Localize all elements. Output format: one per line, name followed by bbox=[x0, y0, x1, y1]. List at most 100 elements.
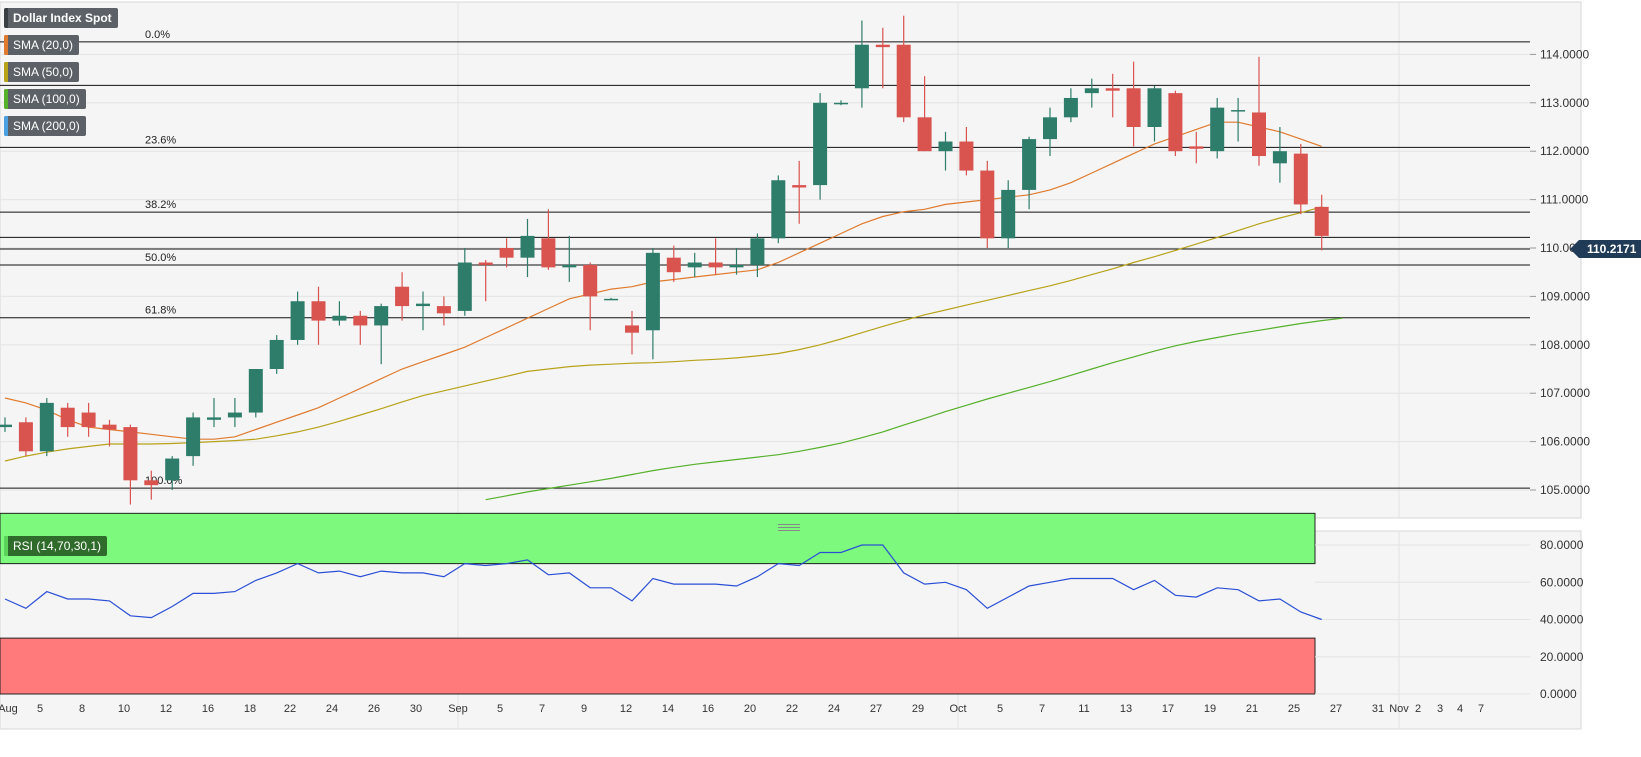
candle-body-up bbox=[562, 264, 577, 268]
time-tick-label: 8 bbox=[79, 703, 85, 715]
candle-body-down bbox=[917, 117, 932, 152]
candle-body-up bbox=[1043, 117, 1057, 140]
time-tick-label: 26 bbox=[368, 703, 380, 715]
candle-body-up bbox=[416, 303, 430, 307]
candle-body-down bbox=[436, 306, 451, 314]
candle-body-down bbox=[1168, 93, 1183, 152]
candle-body-up bbox=[729, 264, 744, 268]
candle-body-up bbox=[1210, 107, 1225, 152]
time-tick-label: 12 bbox=[620, 703, 632, 715]
candle-body-down bbox=[666, 257, 681, 273]
time-tick-label: 22 bbox=[284, 703, 296, 715]
time-tick-label: 16 bbox=[702, 703, 714, 715]
price-tick-label: 112.0000 bbox=[1540, 144, 1589, 158]
candle-body-down bbox=[81, 412, 96, 428]
rsi-line bbox=[4, 544, 1322, 621]
gridlines bbox=[0, 2, 1530, 729]
price-tick-label: 105.0000 bbox=[1540, 483, 1590, 497]
candle-body-up bbox=[1272, 151, 1287, 164]
candle-body-up bbox=[771, 180, 786, 239]
candle-body-down bbox=[980, 170, 995, 239]
rsi-tick-label: 40.0000 bbox=[1540, 613, 1584, 627]
candle-body-up bbox=[1063, 97, 1078, 118]
legend-sma-100[interactable]: SMA (100,0) bbox=[4, 89, 86, 109]
candle-body-up bbox=[165, 458, 180, 481]
time-tick-label: Oct bbox=[949, 703, 966, 715]
candle-body-up bbox=[186, 417, 201, 457]
rsi-legend-label: RSI (14,70,30,1) bbox=[13, 539, 102, 553]
price-tick-label: 111.0000 bbox=[1540, 193, 1589, 207]
price-tick-label: 107.0000 bbox=[1540, 386, 1590, 400]
candle-body-down bbox=[311, 301, 326, 321]
legend-sma-200[interactable]: SMA (200,0) bbox=[4, 116, 86, 136]
rsi-tick-label: 80.0000 bbox=[1540, 538, 1584, 552]
candle-body-down bbox=[959, 141, 974, 171]
fib-level-label: 50.0% bbox=[145, 252, 176, 264]
legend-sma-50[interactable]: SMA (50,0) bbox=[4, 62, 80, 82]
rsi-axis: 0.0000 20.0000 40.0000 60.0000 80.0000 bbox=[1540, 538, 1584, 701]
candle-body-up bbox=[0, 424, 12, 428]
candle-body-up bbox=[1231, 110, 1246, 112]
sma-20-line bbox=[4, 121, 1322, 440]
price-tick-label: 108.0000 bbox=[1540, 338, 1590, 352]
time-tick-label: Sep bbox=[448, 703, 468, 715]
price-tick-label: 113.0000 bbox=[1540, 96, 1589, 110]
time-tick-label: 9 bbox=[581, 703, 587, 715]
candle-body-up bbox=[604, 298, 619, 301]
time-tick-label: 16 bbox=[202, 703, 214, 715]
sma-100-line bbox=[485, 317, 1343, 501]
time-tick-label: 30 bbox=[410, 703, 422, 715]
fib-level-label: 38.2% bbox=[145, 199, 176, 211]
candle-body-up bbox=[39, 402, 54, 452]
instrument-legend[interactable]: Dollar Index Spot bbox=[4, 8, 118, 28]
fib-level-label: 23.6% bbox=[145, 134, 176, 146]
fibonacci-levels: 0.0%23.6%38.2%50.0%61.8%100.0% bbox=[0, 29, 1530, 489]
legend-swatch bbox=[4, 89, 8, 109]
candle-body-down bbox=[792, 185, 807, 188]
time-tick-label: 7 bbox=[539, 703, 545, 715]
time-tick-label: 13 bbox=[1120, 703, 1132, 715]
candle-body-up bbox=[269, 339, 284, 369]
legend-label: SMA (200,0) bbox=[13, 119, 80, 133]
legend-swatch bbox=[4, 536, 8, 556]
time-tick-label: 5 bbox=[497, 703, 503, 715]
time-tick-label: 20 bbox=[744, 703, 756, 715]
time-tick-label: 5 bbox=[997, 703, 1003, 715]
legend-sma-20[interactable]: SMA (20,0) bbox=[4, 35, 80, 55]
candle-body-down bbox=[395, 286, 410, 307]
candle-body-up bbox=[645, 252, 660, 331]
legend-swatch bbox=[4, 62, 8, 82]
candle-body-down bbox=[541, 238, 556, 268]
pane-resize-handle[interactable] bbox=[778, 524, 800, 531]
candle-body-down bbox=[478, 262, 493, 265]
candle-body-down bbox=[123, 427, 138, 481]
candle-body-down bbox=[1293, 153, 1308, 205]
candle-body-down bbox=[353, 315, 368, 326]
rsi-legend[interactable]: RSI (14,70,30,1) bbox=[4, 536, 108, 556]
rsi-zones bbox=[0, 512, 1530, 695]
candle-body-up bbox=[854, 44, 869, 89]
candle-body-up bbox=[750, 238, 765, 265]
candle-body-down bbox=[583, 264, 598, 297]
time-tick-label: Aug bbox=[0, 703, 18, 715]
rsi-tick-label: 60.0000 bbox=[1540, 575, 1584, 589]
candle-body-up bbox=[290, 301, 305, 340]
candle-body-down bbox=[1189, 146, 1204, 149]
rsi-tick-label: 0.0000 bbox=[1540, 687, 1577, 701]
sma-50-line bbox=[4, 206, 1322, 462]
instrument-title: Dollar Index Spot bbox=[13, 11, 112, 25]
time-tick-label: 7 bbox=[1039, 703, 1045, 715]
time-tick-label: 27 bbox=[1330, 703, 1342, 715]
legend-label: SMA (20,0) bbox=[13, 38, 74, 52]
time-tick-label: 4 bbox=[1457, 703, 1463, 715]
legend-label: SMA (100,0) bbox=[13, 92, 80, 106]
candle-body-down bbox=[18, 422, 33, 452]
candle-body-down bbox=[102, 424, 117, 430]
candle-body-up bbox=[1147, 88, 1162, 127]
price-tick-label: 106.0000 bbox=[1540, 435, 1590, 449]
candle-body-down bbox=[60, 407, 75, 428]
candle-body-up bbox=[457, 262, 472, 311]
time-tick-label: 2 bbox=[1415, 703, 1421, 715]
candle-body-up bbox=[332, 315, 347, 321]
